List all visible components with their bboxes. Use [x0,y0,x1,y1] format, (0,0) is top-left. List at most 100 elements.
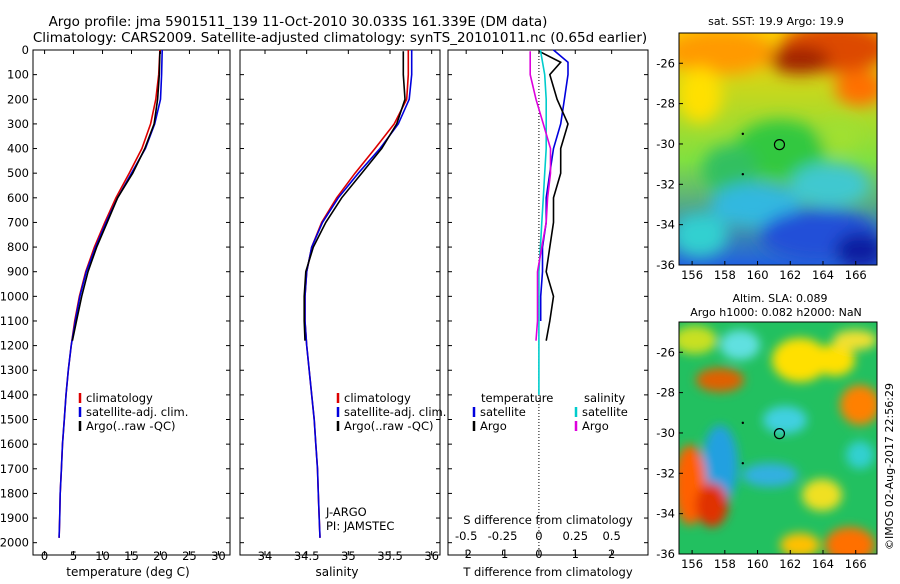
track-dot [741,173,745,176]
temperature-tick-label: 25 [182,549,197,563]
difference-depth-ticks [448,49,648,544]
depth-tick-label: 1600 [0,437,29,451]
sla-map-title-line1: Altim. SLA: 0.089 [732,292,827,305]
t-difference-tick-label: 0 [535,547,542,561]
longitude-tick-label: 166 [845,268,867,282]
legend-label: Argo [480,419,507,433]
t-difference-tick-label: -2 [460,547,471,561]
depth-tick-label: 1100 [0,314,29,328]
salinity-panel: 34 34.5 35 35.5 36 salinity climatologysatel… [239,49,446,579]
legend-label: satellite [480,405,526,419]
longitude-tick-label: 162 [779,268,801,282]
temperature-panel: 0100200300400500600700800900100011001200… [0,43,231,579]
difference-plot-frame [447,49,649,556]
difference-axes: -2 -1 0 1 2 -0.5 -0.25 0 0.25 0.5 [455,50,621,561]
sla-field [679,322,877,554]
temperature-tick-label: 20 [153,549,168,563]
depth-axis: 0 100 200 300 400 500 600 700 800 900 1000 1100 1200… [0,43,230,550]
sst-map-panel: sat. SST: 19.9 Argo: 19.9 156 158 160 162 16… [656,15,878,282]
depth-tick-label: 2000 [0,536,29,550]
legend-group-temperature: temperature [481,391,553,405]
longitude-tick-label: 162 [779,557,801,571]
depth-tick-label: 200 [7,92,29,106]
salinity-axis: 34 34.5 35 35.5 36 [258,50,439,563]
depth-tick-label: 300 [7,117,29,131]
series-salinity-satellite [538,49,548,395]
sla-map-title-line2: Argo h1000: 0.082 h2000: NaN [690,306,862,319]
series-temperature-argo [538,50,569,341]
legend-label: climatology [344,391,411,405]
longitude-tick-label: 160 [747,557,769,571]
track-dot [741,462,745,465]
legend-group-salinity: salinity [584,391,625,405]
sst-map-frame [678,32,878,266]
difference-panel: -2 -1 0 1 2 -0.5 -0.25 0 0.25 0.5 S difference fr… [447,49,649,579]
temperature-tick-label: 5 [70,549,77,563]
legend-label: climatology [86,391,153,405]
depth-tick-label: 1000 [0,289,29,303]
depth-tick-label: 0 [22,43,29,57]
t-difference-xlabel: T difference from climatology [462,565,633,579]
longitude-tick-label: 158 [714,268,736,282]
difference-legend: temperature salinitysatelliteArgosatellit… [472,391,628,433]
sla-map-axes: 156 158 160 162 164 166 -26 -28 -30 -32 -34 -36 [656,345,867,571]
longitude-tick-label: 164 [812,557,834,571]
float-program-label: J-ARGO [325,505,367,519]
sla-map-panel: Altim. SLA: 0.089 Argo h1000: 0.082 h200… [656,292,878,571]
s-difference-tick-label: 0.25 [562,529,588,543]
legend-label: satellite-adj. clim. [86,405,188,419]
series-argo-raw-qc- [303,51,406,341]
latitude-tick-label: -36 [656,547,675,561]
salinity-tick-label: 34.5 [294,549,320,563]
depth-tick-label: 1500 [0,413,29,427]
temperature-series [58,49,163,538]
depth-tick-label: 600 [7,191,29,205]
depth-tick-label: 100 [7,68,29,82]
s-difference-tick-label: -0.25 [488,529,518,543]
latitude-tick-label: -26 [656,345,675,359]
latitude-tick-label: -26 [656,56,675,70]
salinity-tick-label: 36 [424,549,439,563]
salinity-tick-label: 35 [341,549,356,563]
longitude-tick-label: 158 [714,557,736,571]
latitude-tick-label: -34 [656,218,675,232]
float-pi-label: PI: JAMSTEC [326,519,394,533]
s-difference-tick-label: 0.5 [602,529,620,543]
depth-tick-label: 1200 [0,339,29,353]
latitude-tick-label: -32 [656,466,675,480]
legend-label: satellite-adj. clim. [344,405,446,419]
t-difference-tick-label: 1 [572,547,579,561]
depth-tick-label: 500 [7,166,29,180]
difference-series [529,49,569,395]
depth-tick-label: 700 [7,215,29,229]
latitude-tick-label: -30 [656,426,675,440]
salinity-tick-label: 35.5 [377,549,403,563]
temperature-tick-label: 0 [41,549,48,563]
sst-field [679,33,877,265]
t-difference-tick-label: 2 [608,547,615,561]
longitude-tick-label: 164 [812,268,834,282]
legend-label: Argo(..raw -QC) [86,419,176,433]
latitude-tick-label: -36 [656,258,675,272]
longitude-tick-label: 156 [681,268,703,282]
temperature-tick-label: 10 [95,549,110,563]
track-dot [741,132,745,136]
sst-map-title: sat. SST: 19.9 Argo: 19.9 [708,15,844,28]
salinity-tick-label: 34 [258,549,273,563]
t-difference-tick-label: -1 [497,547,508,561]
salinity-plot-frame [239,49,441,556]
depth-tick-label: 400 [7,142,29,156]
figure-title-line1: Argo profile: jma 5901511_139 11-Oct-201… [49,14,548,30]
temperature-plot-frame [32,49,231,556]
temperature-tick-label: 15 [124,549,139,563]
temperature-axis: 0 5 10 15 20 25 30 [41,50,226,563]
sla-map-frame [678,321,878,555]
sst-map-axes: 156 158 160 162 164 166 -26 -28 -30 -32 -34 -36 [656,56,867,282]
s-difference-xlabel: S difference from climatology [463,513,633,527]
sst-argo-position-marker [773,139,786,151]
latitude-tick-label: -28 [656,386,675,400]
salinity-xlabel: salinity [315,565,358,579]
salinity-depth-ticks [240,49,440,544]
depth-tick-label: 1800 [0,486,29,500]
